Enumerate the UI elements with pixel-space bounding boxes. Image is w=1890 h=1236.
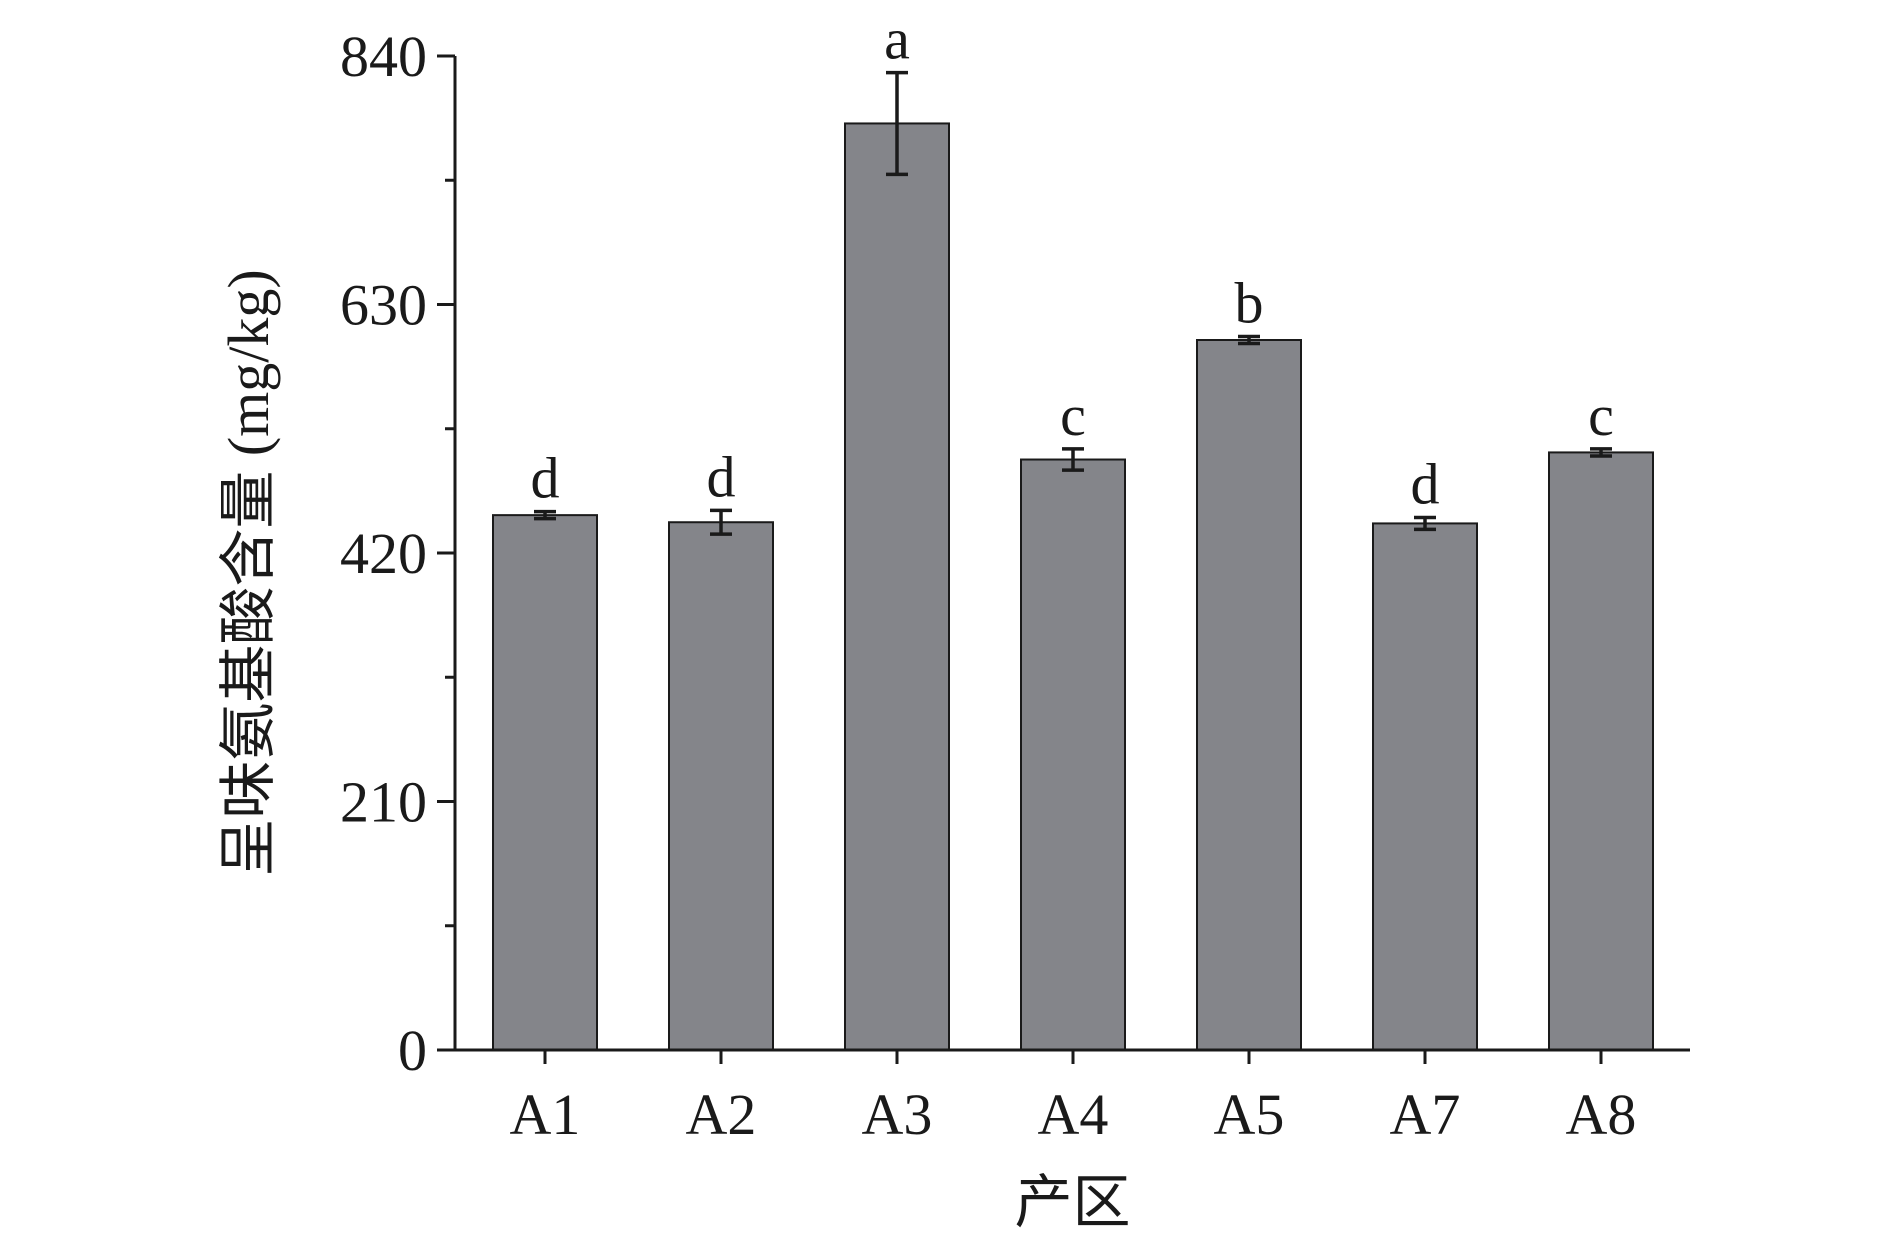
significance-labels-layer: d d a c b d c [531,7,1614,517]
x-ticks-layer: A1 A2 A3 A4 A5 A7 A8 [510,1050,1637,1147]
significance-label: d [531,446,560,511]
y-tick-label: 210 [340,770,427,835]
x-tick-label: A3 [862,1082,933,1147]
bar-A7 [1372,522,1478,1051]
bar-A4 [1020,458,1126,1051]
significance-label: d [1411,452,1440,517]
y-axis-title: 呈味氨基酸含量 (mg/kg) [216,269,281,876]
bar-A8 [1548,451,1654,1051]
y-tick-label: 630 [340,273,427,338]
bars-layer [492,122,1654,1051]
x-tick-label: A1 [510,1082,581,1147]
y-tick-label: 420 [340,521,427,586]
bar-A1 [492,514,598,1051]
significance-label: d [707,444,736,509]
significance-label: c [1588,383,1614,448]
x-tick-label: A4 [1038,1082,1109,1147]
y-ticks-layer: 0 210 420 630 840 [340,24,455,1083]
bar-A2 [668,521,774,1051]
significance-label: c [1060,383,1086,448]
bar-A3 [844,122,950,1051]
x-tick-label: A2 [686,1082,757,1147]
x-tick-label: A5 [1214,1082,1285,1147]
significance-label: b [1235,270,1264,335]
bar-A5 [1196,339,1302,1051]
significance-label: a [884,7,910,72]
y-tick-label: 840 [340,24,427,89]
x-axis-title: 产区 [1014,1170,1130,1231]
y-tick-label: 0 [398,1018,427,1083]
x-tick-label: A7 [1390,1082,1461,1147]
x-tick-label: A8 [1566,1082,1637,1147]
error-bars-layer [534,70,1612,536]
